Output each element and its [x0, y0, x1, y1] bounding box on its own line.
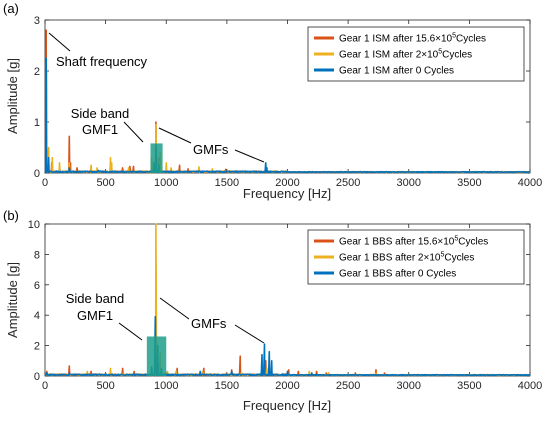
y-tick-label: 0 — [34, 371, 40, 383]
y-tick-label: 8 — [34, 249, 40, 261]
x-tick-label: 4000 — [518, 380, 542, 392]
legend-label-0: Gear 1 BBS after 15.6×105Cycles — [339, 236, 488, 248]
x-tick-label: 1000 — [154, 380, 178, 392]
y-tick-label: 2 — [34, 66, 40, 78]
x-tick-label: 500 — [96, 177, 114, 189]
panel-a-legend-box — [307, 26, 525, 82]
panel-a-shaft-arrow — [48, 32, 71, 52]
x-tick-label: 0 — [42, 177, 48, 189]
panel-b-legend-box — [307, 229, 525, 285]
legend-label-0: Gear 1 ISM after 15.6×105Cycles — [339, 33, 486, 45]
legend-label-2: Gear 1 BBS after 0 Cycles — [339, 269, 456, 280]
panel-b-gmf1-label: GMF1 — [77, 308, 113, 323]
panel-a-sideband-arrow — [123, 121, 144, 143]
panel-b-sideband-label: Side band — [66, 291, 125, 306]
legend-label-suffix: Cycles — [458, 237, 488, 248]
x-tick-label: 3000 — [397, 380, 421, 392]
legend-label-suffix: Cycles — [442, 50, 472, 61]
panel-a-gmfs-arrow-2 — [234, 149, 265, 163]
legend-label-prefix: Gear 1 ISM after 2×10 — [339, 50, 439, 61]
series-line-2 — [44, 57, 531, 174]
panel-a-shaft-label: Shaft frequency — [56, 54, 148, 69]
panel-a-gmfs-label: GMFs — [193, 142, 229, 157]
y-tick-label: 0 — [34, 168, 40, 180]
x-tick-label: 2500 — [336, 380, 360, 392]
panel-a-y-label: Amplitude [g] — [5, 58, 20, 134]
panel-a-sideband-box — [150, 143, 163, 173]
x-tick-label: 3000 — [397, 177, 421, 189]
panel-a-sideband-label: Side band — [71, 106, 130, 121]
panel-b-gmfs-arrow-2 — [234, 324, 265, 344]
panel-a-gmfs-arrow-1 — [158, 127, 192, 144]
x-tick-label: 3500 — [457, 177, 481, 189]
panel-a-x-label: Frequency [Hz] — [243, 186, 331, 201]
legend-label-1: Gear 1 BBS after 2×105Cycles — [339, 252, 474, 264]
panel-b-x-ticks: 0 500 1000 1500 2000 2500 3000 3500 4000 — [42, 224, 542, 392]
x-tick-label: 2000 — [275, 380, 299, 392]
panel-b-gmfs-arrow-1 — [159, 297, 190, 320]
legend-label-1: Gear 1 ISM after 2×105Cycles — [339, 49, 472, 61]
legend-label-prefix: Gear 1 ISM after 0 Cycles — [339, 66, 454, 77]
panel-b-tag: (b) — [3, 208, 19, 223]
panel-b: (b) 0 500 1000 1500 2000 2500 3000 3500 4000 0 2 4… — [3, 208, 542, 413]
y-tick-label: 4 — [34, 310, 40, 322]
panel-b-x-label: Frequency [Hz] — [243, 398, 331, 413]
x-tick-label: 1000 — [154, 177, 178, 189]
legend-label-prefix: Gear 1 BBS after 15.6×10 — [339, 237, 455, 248]
panel-b-sideband-box — [146, 336, 167, 376]
series-line-2 — [44, 315, 531, 377]
y-tick-label: 1 — [34, 117, 40, 129]
panel-a: (a) 0 500 1000 1500 2000 2500 3000 3500 4000 0 1 2… — [3, 1, 542, 201]
y-tick-label: 10 — [28, 219, 40, 231]
panel-b-series — [44, 223, 531, 377]
legend-label-suffix: Cycles — [456, 34, 486, 45]
legend-label-prefix: Gear 1 BBS after 0 Cycles — [339, 269, 456, 280]
x-tick-label: 3500 — [457, 380, 481, 392]
legend-label-superscript: 5 — [452, 33, 456, 40]
legend-label-superscript: 5 — [454, 236, 458, 243]
panel-b-y-label: Amplitude [g] — [5, 262, 20, 338]
x-tick-label: 1500 — [215, 380, 239, 392]
legend-label-2: Gear 1 ISM after 0 Cycles — [339, 66, 454, 77]
panel-b-sideband-arrow — [118, 322, 143, 341]
panel-a-x-ticks: 0 500 1000 1500 2000 2500 3000 3500 4000 — [42, 20, 542, 189]
x-tick-label: 2000 — [275, 177, 299, 189]
panel-a-tag: (a) — [3, 1, 19, 16]
y-tick-label: 6 — [34, 280, 40, 292]
x-tick-label: 4000 — [518, 177, 542, 189]
y-tick-label: 3 — [34, 15, 40, 27]
x-tick-label: 500 — [96, 380, 114, 392]
legend-label-prefix: Gear 1 ISM after 15.6×10 — [339, 34, 453, 45]
legend-label-prefix: Gear 1 BBS after 2×10 — [339, 253, 441, 264]
x-tick-label: 1500 — [215, 177, 239, 189]
panel-b-gmfs-label: GMFs — [191, 316, 227, 331]
panel-b-y-ticks: 0 2 4 6 8 10 — [28, 219, 530, 383]
legend-label-superscript: 5 — [438, 49, 442, 56]
y-tick-label: 2 — [34, 341, 40, 353]
x-tick-label: 0 — [42, 380, 48, 392]
legend-label-superscript: 5 — [440, 252, 444, 259]
x-tick-label: 2500 — [336, 177, 360, 189]
panel-a-gmf1-label: GMF1 — [82, 122, 118, 137]
panel-a-series — [44, 29, 531, 174]
legend-label-suffix: Cycles — [444, 253, 474, 264]
